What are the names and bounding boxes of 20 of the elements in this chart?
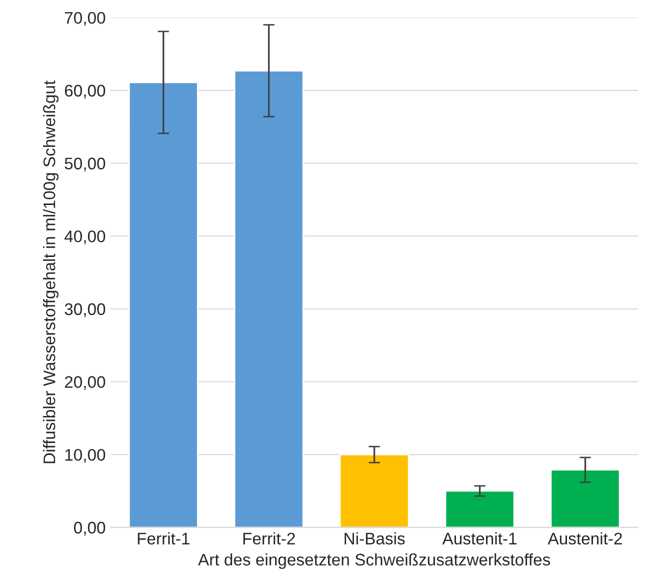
y-tick-label: 20,00 xyxy=(64,376,106,390)
x-tick-label: Austenit-2 xyxy=(548,532,622,545)
y-tick-label: 60,00 xyxy=(64,84,106,99)
x-tick-label: Ni-Basis xyxy=(344,532,405,545)
bar xyxy=(339,454,410,528)
bar xyxy=(550,469,620,528)
bar xyxy=(234,70,304,528)
y-tick-label: 70,00 xyxy=(64,12,106,26)
y-tick-label: 30,00 xyxy=(64,303,106,318)
y-tick-label: 0,00 xyxy=(74,522,106,536)
x-tick-label: Austenit-1 xyxy=(442,532,516,545)
y-tick-label: 10,00 xyxy=(65,448,106,463)
y-tick-label: 40,00 xyxy=(64,230,106,244)
bar xyxy=(444,490,515,528)
x-axis-title: Art des eingesetzten Schweißzusatzwerkstoffes xyxy=(198,553,550,569)
x-tick-label: Ferrit-2 xyxy=(243,532,295,545)
bar xyxy=(128,82,198,528)
y-axis-title: Diffusibler Wasserstoffgehalt in ml/100g Schweißgut xyxy=(43,80,59,464)
y-tick-label: 50,00 xyxy=(64,158,106,172)
x-tick-label: Ferrit-1 xyxy=(138,532,190,545)
